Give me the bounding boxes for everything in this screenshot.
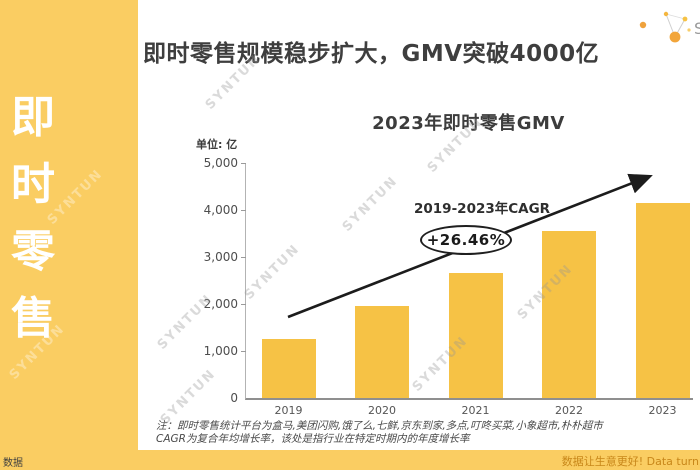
- x-label-2023: 2023: [648, 404, 677, 417]
- footer-left-text: 数据: [3, 458, 23, 469]
- bar-2023: [635, 202, 690, 398]
- footnote-line-2: CAGR为复合年均增长率，该处是指行业在特定时期内的年度增长率: [156, 433, 470, 445]
- footer-strip: [138, 450, 700, 470]
- cagr-value: +26.46%: [426, 231, 506, 249]
- bar-2021: [448, 273, 503, 398]
- sidebar-vertical-title: 即时零售: [10, 84, 56, 352]
- page-title: 即时零售规模稳步扩大，GMV突破4000亿: [143, 41, 600, 67]
- y-tick-0: 0: [230, 391, 238, 405]
- sidebar-title-char-2: 零: [11, 226, 55, 277]
- x-label-2020: 2020: [368, 404, 396, 417]
- cagr-ellipse: +26.46%: [420, 225, 512, 255]
- footer-slogan: 数据让生意更好! Data turn: [561, 455, 699, 468]
- x-label-2019: 2019: [274, 404, 303, 417]
- y-tick-1000: 1,000: [203, 344, 238, 358]
- x-label-2021: 2021: [461, 404, 490, 417]
- sidebar-title-char-3: 售: [11, 293, 55, 344]
- chart-title: 2023年即时零售GMV: [372, 113, 565, 134]
- y-tick-2000: 2,000: [203, 297, 238, 311]
- footnote-line-1: 注：即时零售统计平台为盒马,美团闪购,饿了么,七鲜,京东到家,多点,叮咚买菜,小…: [156, 420, 603, 432]
- sidebar-title-char-1: 时: [11, 159, 55, 210]
- y-tick-mark-5000: [241, 163, 246, 164]
- y-tick-4000: 4,000: [203, 203, 238, 217]
- bar-2022: [542, 231, 596, 398]
- logo-letter: S: [694, 19, 700, 38]
- x-label-2022: 2022: [555, 404, 583, 417]
- y-tick-mark-4000: [241, 210, 246, 211]
- y-tick-5000: 5,000: [203, 156, 238, 170]
- bar-2019: [261, 339, 316, 398]
- sidebar: 即时零售: [0, 0, 138, 470]
- y-tick-3000: 3,000: [203, 250, 238, 264]
- sidebar-title-char-0: 即: [11, 92, 55, 143]
- chart-unit-label: 单位: 亿: [196, 138, 238, 151]
- y-tick-mark-2000: [241, 304, 246, 305]
- chart-footnote: 注：即时零售统计平台为盒马,美团闪购,饿了么,七鲜,京东到家,多点,叮咚买菜,小…: [156, 420, 676, 446]
- cagr-annotation-label: 2019-2023年CAGR: [414, 201, 551, 217]
- syntun-logo-icon: S: [639, 11, 700, 43]
- y-tick-mark-1000: [241, 351, 246, 352]
- y-tick-mark-3000: [241, 257, 246, 258]
- bar-2020: [355, 306, 409, 398]
